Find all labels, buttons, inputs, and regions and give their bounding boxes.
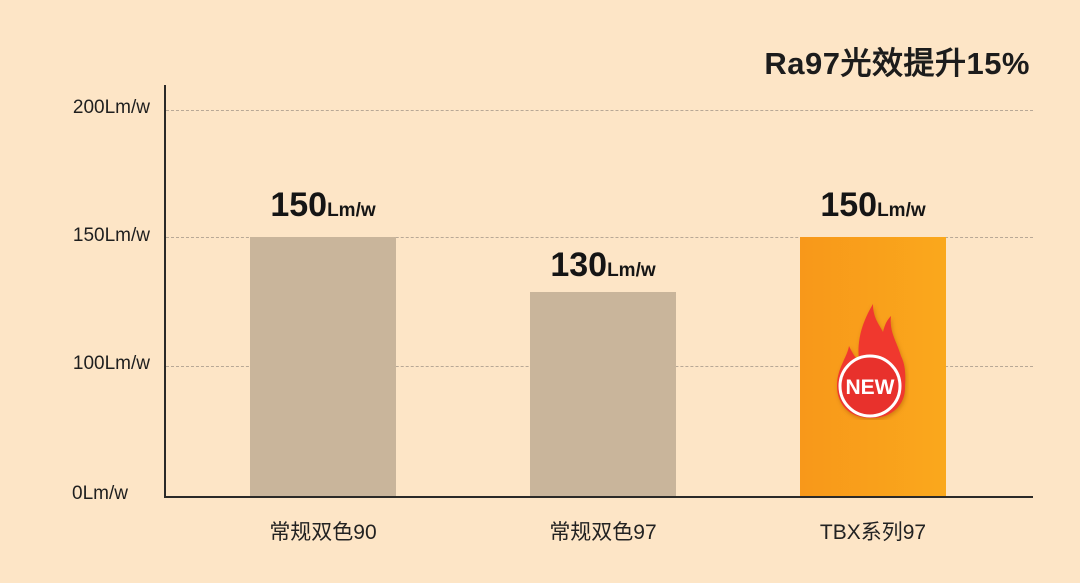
bar-value-label-1: 150Lm/w [203,186,443,225]
badge-text: NEW [846,376,895,399]
ytick-label-100: 100Lm/w [72,353,150,374]
xtick-label-2: 常规双色97 [549,521,657,544]
x-axis-line [164,496,1033,498]
xtick-label-1: 常规双色90 [269,521,377,544]
value-number: 130 [550,246,608,284]
bar-regular-90 [250,237,396,497]
value-unit: Lm/w [327,200,376,221]
ytick-label-200: 200Lm/w [72,97,150,118]
ytick-label-0: 0Lm/w [72,483,128,504]
xtick-label-3: TBX系列97 [819,521,927,544]
value-unit: Lm/w [607,260,656,281]
bar-value-label-3: 150Lm/w [753,186,993,225]
bar-regular-97 [530,292,676,497]
bar-value-label-2: 130Lm/w [483,246,723,285]
value-number: 150 [270,186,328,224]
value-unit: Lm/w [877,200,926,221]
gridline-200 [166,110,1033,111]
fire-icon: NEW [837,304,906,418]
ytick-label-150: 150Lm/w [72,225,150,246]
gridline-150 [166,237,1033,238]
chart-title: Ra97光效提升15% [764,46,1030,81]
value-number: 150 [820,186,878,224]
y-axis-line [164,85,166,498]
